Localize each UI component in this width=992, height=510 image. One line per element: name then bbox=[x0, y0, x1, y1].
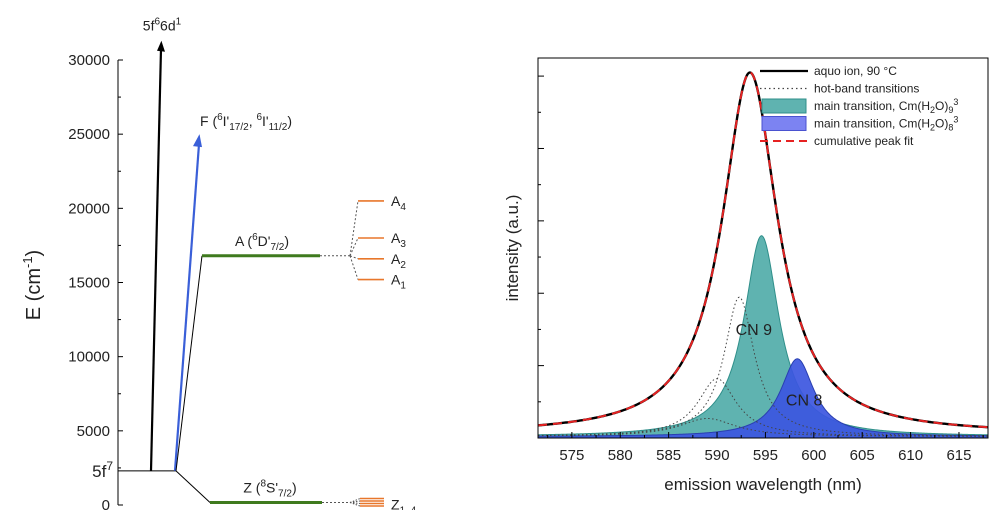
A-level-label: A (6D'7/2) bbox=[235, 232, 289, 253]
F-level-label: F (6I'17/2, 6I'11/2) bbox=[200, 112, 292, 133]
y-tick-label-0: 0 bbox=[102, 497, 110, 510]
y-tick-label-6: 30000 bbox=[68, 52, 110, 69]
series-cn8-area bbox=[537, 358, 989, 439]
x-tick-label-1: 580 bbox=[608, 447, 633, 464]
x-tick-label-5: 600 bbox=[801, 447, 826, 464]
x-tick-label-7: 610 bbox=[898, 447, 923, 464]
A-split-fan-0 bbox=[349, 200, 359, 256]
plot-frame bbox=[537, 57, 989, 439]
top-level-label: 5f66d1 bbox=[143, 17, 182, 34]
legend-label-0: aquo ion, 90 °C bbox=[814, 64, 897, 78]
Z-split-fan-0 bbox=[349, 498, 361, 503]
y-tick-label-4: 20000 bbox=[68, 200, 110, 217]
A-split-fan-2 bbox=[349, 255, 359, 260]
x-tick-label-4: 595 bbox=[753, 447, 778, 464]
x-tick-label-6: 605 bbox=[850, 447, 875, 464]
y-tick-label-3: 15000 bbox=[68, 275, 110, 292]
x-ticks: 575 580 585 590 595 600 605 610 615 bbox=[547, 432, 984, 464]
x-tick-label-3: 590 bbox=[705, 447, 730, 464]
legend-label-4: cumulative peak fit bbox=[814, 134, 914, 148]
transition-arrow-F-head bbox=[193, 134, 202, 148]
y-ticks bbox=[538, 75, 544, 403]
series-hotband-line-0 bbox=[537, 296, 988, 437]
annotations: CN 9 CN 8 bbox=[736, 322, 823, 410]
A-sublevel-label-1: A3 bbox=[391, 230, 406, 250]
transition-arrow-F bbox=[173, 144, 201, 471]
A-sublevel-label-2: A2 bbox=[391, 251, 406, 271]
Z-level-splitting: Z1–4 bbox=[322, 497, 417, 510]
Z-split-fan-3 bbox=[349, 502, 361, 507]
x-tick-label-0: 575 bbox=[559, 447, 584, 464]
y-ticks: 0 5000 10000 15000 20000 25000 30000 bbox=[68, 52, 123, 510]
legend-label-3: main transition, Cm(H2O)83 bbox=[814, 115, 958, 133]
component-fills bbox=[537, 235, 989, 439]
x-tick-label-2: 585 bbox=[656, 447, 681, 464]
x-axis-label: emission wavelength (nm) bbox=[664, 475, 861, 494]
annotation-0: CN 9 bbox=[736, 322, 773, 339]
legend-label-1: hot-band transitions bbox=[814, 82, 919, 96]
legend-label-2: main transition, Cm(H2O)93 bbox=[814, 97, 958, 115]
x-tick-label-8: 615 bbox=[946, 447, 971, 464]
y-axis-label: intensity (a.u.) bbox=[503, 195, 522, 302]
A-split-fan-3 bbox=[349, 255, 359, 280]
y-tick-label-1: 5000 bbox=[77, 423, 110, 440]
y-tick-label-5: 25000 bbox=[68, 126, 110, 143]
series-cn9-area bbox=[537, 235, 989, 439]
connector-to-A bbox=[175, 255, 203, 471]
ground-level-label: 5f7 bbox=[92, 459, 113, 481]
y-axis-label: E (cm-1) bbox=[20, 250, 45, 320]
legend-swatch-3 bbox=[761, 116, 807, 131]
Z-sublevel-label: Z1–4 bbox=[391, 497, 417, 510]
y-tick-label-2: 10000 bbox=[68, 349, 110, 366]
connector-to-Z bbox=[175, 470, 211, 503]
transition-arrow-5f6d-head bbox=[157, 40, 165, 52]
transition-arrow-5f6d bbox=[149, 48, 163, 471]
Z-level-label: Z (8S'7/2) bbox=[243, 479, 296, 500]
series-hotband-line-2 bbox=[537, 417, 988, 437]
emission-spectrum-chart: 575 580 585 590 595 600 605 610 615 emission wav… bbox=[503, 57, 989, 494]
A-sublevel-label-3: A1 bbox=[391, 272, 406, 292]
A-sublevel-label-0: A4 bbox=[391, 193, 406, 213]
legend-swatch-2 bbox=[761, 98, 807, 114]
annotation-1: CN 8 bbox=[786, 392, 823, 409]
A-split-fan-1 bbox=[349, 237, 359, 257]
